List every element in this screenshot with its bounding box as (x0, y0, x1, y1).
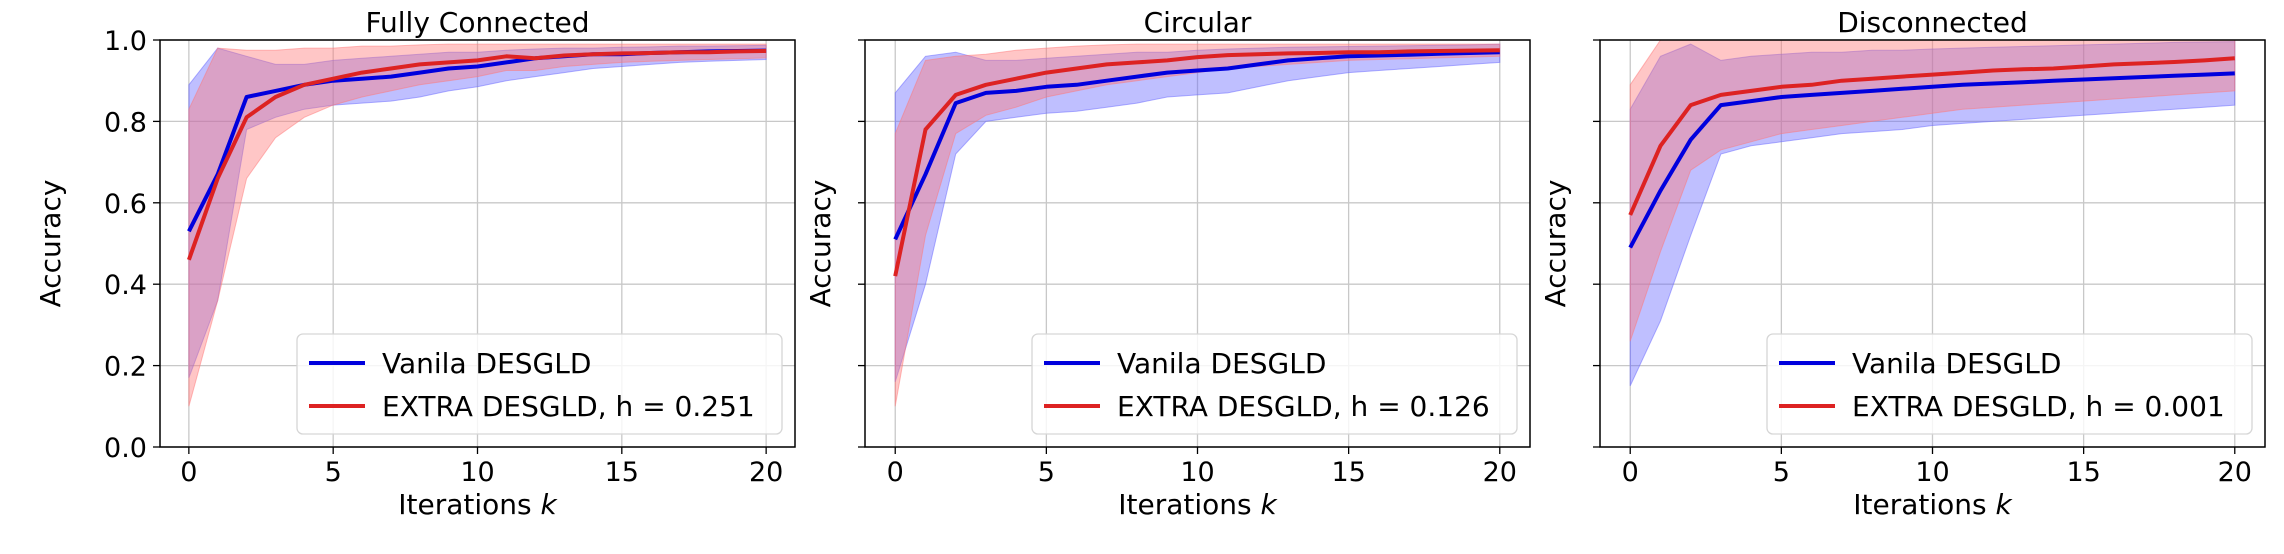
confidence-band-extra (188, 43, 767, 407)
x-axis-label: Iterations k (1853, 488, 2013, 521)
x-tick-label: 5 (1773, 457, 1790, 488)
x-tick-label: 10 (1180, 457, 1214, 488)
legend: Vanila DESGLD EXTRA DESGLD, h = 0.126 (1031, 333, 1518, 435)
legend-label: Vanila DESGLD (1117, 347, 1326, 380)
x-tick-label: 15 (1331, 457, 1365, 488)
x-tick-label: 5 (1038, 457, 1055, 488)
series-line-extra (187, 49, 767, 261)
series-line-extra (1628, 56, 2235, 216)
chart-title: Disconnected (1837, 6, 2028, 39)
y-axis-label: Accuracy (34, 180, 67, 308)
subplot-2: 0 5 10 15 20 Circular Iterations k Accuracy Vani… (804, 6, 1531, 521)
confidence-band-vanila (188, 44, 767, 378)
x-tick-label: 0 (887, 457, 904, 488)
x-tick-label: 10 (460, 457, 494, 488)
chart-title: Fully Connected (365, 6, 589, 39)
subplot-1: 0 5 10 15 20 0.0 0.2 0.4 0.6 0.8 1.0 Fully Connecte… (34, 6, 796, 521)
legend: Vanila DESGLD EXTRA DESGLD, h = 0.251 (296, 333, 783, 435)
x-tick-label: 15 (2066, 457, 2100, 488)
legend-label: EXTRA DESGLD, h = 0.001 (1852, 390, 2225, 423)
x-tick-label: 20 (749, 457, 783, 488)
legend-box (1766, 333, 2253, 435)
x-axis-label: Iterations k (1118, 488, 1278, 521)
x-tick-label: 0 (180, 457, 197, 488)
legend-box (1031, 333, 1518, 435)
y-axis-label: Accuracy (1539, 180, 1572, 308)
series-line-vanila (893, 50, 1500, 241)
y-axis-label: Accuracy (804, 180, 837, 308)
legend-box (296, 333, 783, 435)
confidence-band-extra (894, 43, 1501, 407)
y-tick-label: 0.8 (104, 107, 147, 138)
y-tick-label: 0.2 (104, 352, 147, 383)
legend-label: EXTRA DESGLD, h = 0.251 (382, 390, 755, 423)
y-tick-label: 0.4 (104, 270, 147, 301)
y-tick-label: 0.0 (104, 433, 147, 464)
x-tick-label: 0 (1622, 457, 1639, 488)
x-tick-label: 20 (1483, 457, 1517, 488)
y-tick-label: 1.0 (104, 26, 147, 57)
x-tick-label: 15 (605, 457, 639, 488)
y-tick-label: 0.6 (104, 189, 147, 220)
series-line-vanila (1628, 71, 2235, 249)
legend-label: Vanila DESGLD (382, 347, 591, 380)
chart-title: Circular (1144, 6, 1252, 39)
x-axis-label: Iterations k (398, 488, 558, 521)
x-tick-label: 5 (325, 457, 342, 488)
confidence-band-vanila (1629, 41, 2236, 387)
legend-label: Vanila DESGLD (1852, 347, 2061, 380)
x-tick-label: 10 (1915, 457, 1949, 488)
legend-label: EXTRA DESGLD, h = 0.126 (1117, 390, 1490, 423)
x-tick-label: 20 (2218, 457, 2252, 488)
legend: Vanila DESGLD EXTRA DESGLD, h = 0.001 (1766, 333, 2253, 435)
subplot-3: 0 5 10 15 20 Disconnected Iterations k Accuracy… (1539, 6, 2266, 521)
confidence-band-vanila (894, 43, 1501, 383)
series-line-extra (893, 48, 1500, 277)
